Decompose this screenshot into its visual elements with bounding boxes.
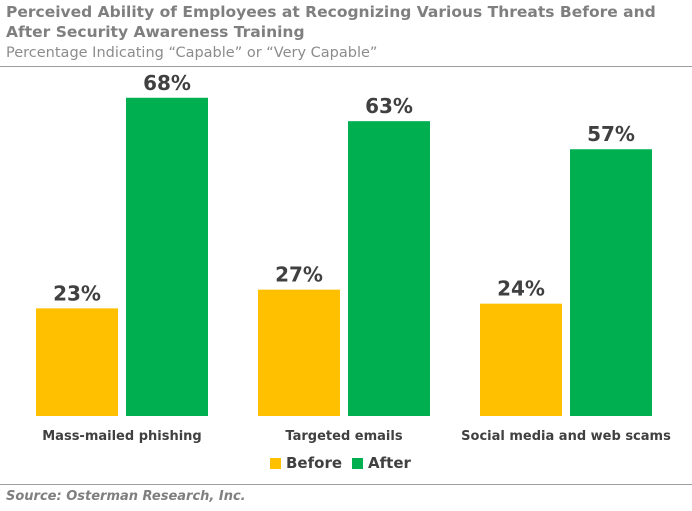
bar-before-2 (258, 289, 340, 416)
legend-swatch-before (270, 457, 281, 469)
top-divider (0, 66, 692, 67)
bottom-divider (0, 484, 692, 485)
bar-after-2 (348, 121, 430, 416)
data-label-before-1: 23% (53, 281, 101, 305)
category-label-3: Social media and web scams (461, 429, 671, 444)
chart-subtitle: Percentage Indicating “Capable” or “Very… (6, 45, 378, 61)
legend-swatch-after (352, 457, 364, 469)
chart-title: Perceived Ability of Employees at Recogn… (6, 3, 656, 41)
legend-item-before: Before (270, 454, 342, 472)
data-label-after-1: 68% (143, 71, 191, 95)
legend: Before After (270, 452, 421, 474)
source-note: Source: Osterman Research, Inc. (6, 489, 246, 504)
data-label-before-2: 27% (275, 263, 323, 287)
bar-before-1 (36, 308, 118, 416)
legend-label-before: Before (286, 454, 343, 472)
data-label-after-2: 63% (365, 94, 413, 118)
data-label-after-3: 57% (587, 122, 635, 146)
bar-before-3 (480, 303, 562, 416)
bar-chart: 23% 68% Mass-mailed phishing 27% 63% Targeted… (36, 71, 671, 444)
bar-after-3 (570, 149, 652, 416)
bar-after-1 (126, 97, 208, 416)
data-label-before-3: 24% (497, 277, 545, 301)
category-label-1: Mass-mailed phishing (42, 429, 202, 444)
category-label-2: Targeted emails (285, 429, 402, 444)
legend-label-after: After (368, 454, 411, 472)
legend-item-after: After (352, 454, 411, 472)
